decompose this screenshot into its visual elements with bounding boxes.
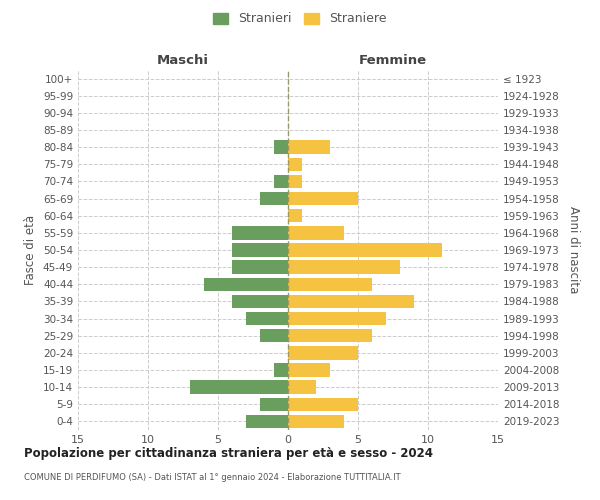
- Text: Popolazione per cittadinanza straniera per età e sesso - 2024: Popolazione per cittadinanza straniera p…: [24, 448, 433, 460]
- Bar: [260, 192, 288, 205]
- Bar: [288, 244, 442, 256]
- Bar: [232, 294, 288, 308]
- Bar: [288, 294, 414, 308]
- Bar: [246, 414, 288, 428]
- Bar: [288, 380, 316, 394]
- Bar: [274, 140, 288, 154]
- Bar: [288, 158, 302, 171]
- Bar: [288, 346, 358, 360]
- Bar: [288, 226, 344, 239]
- Bar: [288, 364, 330, 376]
- Bar: [232, 260, 288, 274]
- Y-axis label: Fasce di età: Fasce di età: [25, 215, 37, 285]
- Bar: [204, 278, 288, 291]
- Bar: [288, 329, 372, 342]
- Legend: Stranieri, Straniere: Stranieri, Straniere: [209, 8, 391, 29]
- Bar: [260, 329, 288, 342]
- Text: Femmine: Femmine: [359, 54, 427, 66]
- Bar: [288, 312, 386, 326]
- Bar: [260, 398, 288, 411]
- Bar: [232, 226, 288, 239]
- Bar: [288, 398, 358, 411]
- Y-axis label: Anni di nascita: Anni di nascita: [566, 206, 580, 294]
- Bar: [288, 174, 302, 188]
- Bar: [288, 414, 344, 428]
- Bar: [288, 260, 400, 274]
- Bar: [190, 380, 288, 394]
- Bar: [288, 140, 330, 154]
- Bar: [288, 192, 358, 205]
- Text: COMUNE DI PERDIFUMO (SA) - Dati ISTAT al 1° gennaio 2024 - Elaborazione TUTTITAL: COMUNE DI PERDIFUMO (SA) - Dati ISTAT al…: [24, 472, 401, 482]
- Text: Maschi: Maschi: [157, 54, 209, 66]
- Bar: [274, 174, 288, 188]
- Bar: [274, 364, 288, 376]
- Bar: [288, 209, 302, 222]
- Bar: [246, 312, 288, 326]
- Bar: [288, 278, 372, 291]
- Bar: [232, 244, 288, 256]
